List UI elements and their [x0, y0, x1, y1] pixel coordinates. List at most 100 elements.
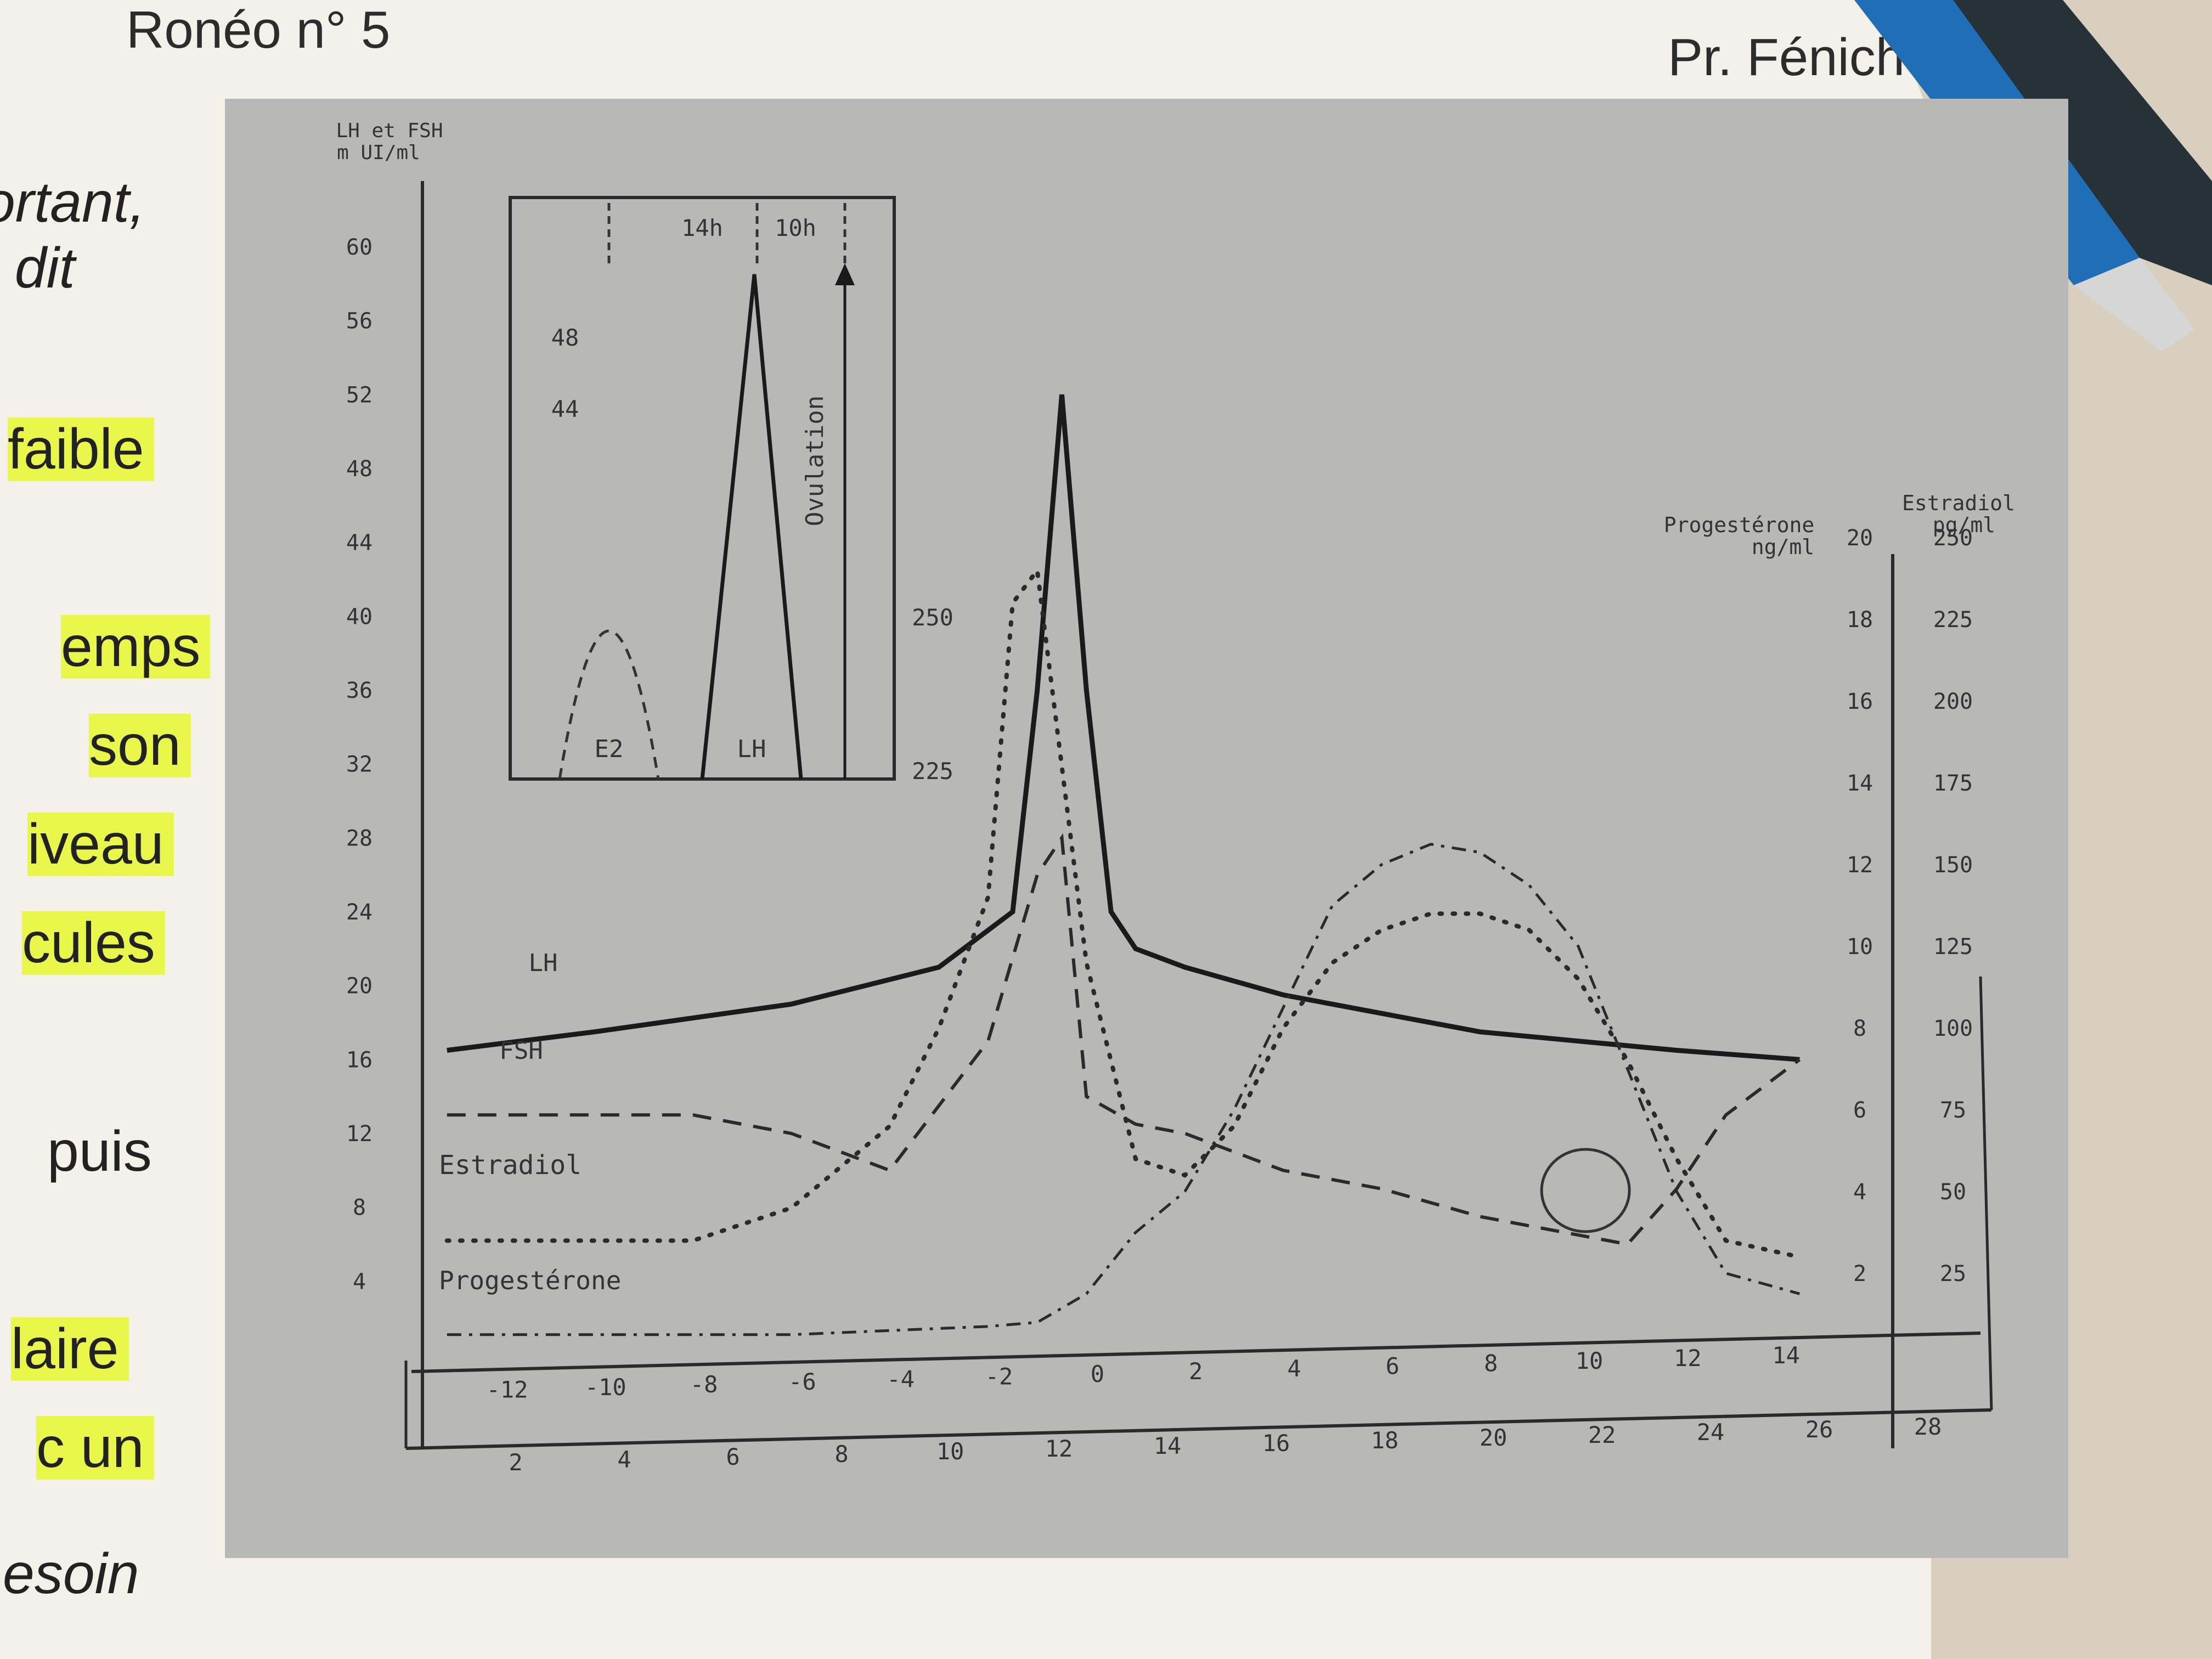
- x-axis-cycle-day-tick: 10: [936, 1438, 964, 1465]
- left-axis-tick: 28: [346, 826, 373, 851]
- x-axis-cycle-day-tick: 14: [1154, 1432, 1182, 1459]
- side-text-fragment: faible: [8, 417, 154, 481]
- side-text-fragment: iveau: [27, 812, 174, 876]
- inset-e2-label: E2: [595, 735, 624, 763]
- inset-right-tick: 225: [912, 758, 953, 785]
- x-axis-relative-tick: 12: [1674, 1345, 1702, 1372]
- left-axis-tick: 52: [346, 382, 373, 408]
- estradiol-axis-tick: 125: [1933, 934, 1973, 960]
- x-axis-cycle-day-tick: 4: [617, 1446, 631, 1473]
- estradiol-axis-tick: 100: [1933, 1016, 1973, 1041]
- inset-time-label: 10h: [775, 215, 816, 241]
- side-text-line: son: [89, 713, 191, 778]
- x-axis-cycle-day-tick: 18: [1371, 1427, 1399, 1454]
- side-text-fragment: n dit: [0, 236, 75, 300]
- side-text-fragment: esoin: [3, 1542, 139, 1606]
- side-text-fragment: cules: [22, 911, 165, 975]
- x-axis-relative-tick: -10: [585, 1374, 627, 1401]
- left-axis-tick: 36: [346, 678, 373, 703]
- x-axis-cycle-day-tick: 2: [509, 1449, 522, 1476]
- series-progestrone-line: [447, 843, 1800, 1336]
- x-axis-cycle-day-tick: 12: [1045, 1435, 1073, 1462]
- x-axis-cycle-day-tick: 24: [1697, 1419, 1725, 1446]
- estradiol-axis-tick: 225: [1933, 607, 1973, 633]
- progesterone-axis-tick: 8: [1853, 1016, 1866, 1041]
- x-axis-cycle-day-tick: 6: [726, 1443, 740, 1470]
- left-axis-tick: 8: [353, 1195, 366, 1221]
- estradiol-axis-tick: 25: [1940, 1261, 1966, 1286]
- side-text-line: esoin: [3, 1542, 139, 1607]
- side-text-line: laire: [11, 1317, 129, 1382]
- inset-left-tick: 44: [551, 396, 579, 422]
- side-text-line: emps: [61, 614, 211, 680]
- estradiol-axis-tick: 75: [1940, 1098, 1966, 1123]
- side-text-line: faible: [8, 417, 154, 482]
- x-axis-lower-line: [405, 1408, 1992, 1450]
- x-axis-relative-tick: -2: [985, 1363, 1013, 1390]
- progesterone-axis-tick: 10: [1847, 934, 1873, 960]
- x-axis-relative-tick: 2: [1189, 1358, 1203, 1385]
- series-label-fsh: FSH: [499, 1037, 543, 1065]
- progesterone-axis-tick: 6: [1853, 1098, 1866, 1123]
- left-axis-tick: 24: [346, 900, 373, 925]
- left-axis-tick: 16: [346, 1047, 373, 1073]
- x-axis-relative-tick: -8: [690, 1371, 718, 1398]
- x-axis-relative-tick: -12: [487, 1376, 528, 1403]
- estradiol-axis-tick: 50: [1940, 1180, 1966, 1205]
- side-text-line: iveau: [27, 812, 174, 877]
- inset-time-label: 14h: [681, 215, 723, 241]
- x-axis-relative-tick: 10: [1576, 1347, 1604, 1374]
- side-text-fragment: emps: [61, 615, 211, 679]
- progesterone-axis-tick: 4: [1853, 1180, 1866, 1205]
- x-axis-cycle-day-tick: 26: [1805, 1416, 1833, 1443]
- progesterone-axis-tick: 20: [1847, 526, 1873, 551]
- x-axis-cycle-day-tick: 8: [834, 1441, 848, 1468]
- x-axis-upper-line: [411, 1331, 1981, 1373]
- bottom-box-right: [1979, 976, 1993, 1410]
- left-axis-tick: 32: [346, 752, 373, 777]
- x-axis-relative-tick: 0: [1091, 1361, 1104, 1387]
- estradiol-axis-tick: 175: [1933, 771, 1973, 796]
- x-axis-cycle-day-tick: 22: [1588, 1421, 1616, 1448]
- x-axis-relative-tick: 6: [1386, 1352, 1400, 1379]
- x-axis-relative-tick: 8: [1484, 1350, 1498, 1377]
- inset-left-tick: 48: [551, 324, 579, 351]
- left-axis-tick: 4: [353, 1269, 366, 1294]
- series-estradiol-line: [444, 565, 1802, 1260]
- progesterone-axis-tick: 12: [1847, 853, 1873, 878]
- progesterone-axis-tick: 16: [1847, 689, 1873, 714]
- estradiol-axis-tick: 150: [1933, 853, 1973, 878]
- series-lh-line: [447, 394, 1800, 1062]
- side-text-line: c un: [36, 1415, 154, 1481]
- side-text-line: puis: [47, 1119, 152, 1184]
- progesterone-axis-unit: ng/ml: [1752, 535, 1814, 559]
- left-axis-tick: 60: [346, 235, 373, 260]
- progesterone-axis-label: Progestérone: [1664, 513, 1815, 537]
- inset-ovulation-label: Ovulation: [801, 396, 829, 526]
- series-label-estradiol: Estradiol: [439, 1150, 582, 1181]
- left-axis-tick: 40: [346, 604, 373, 629]
- header-right-author: Pr. Fénich: [1668, 28, 1905, 87]
- side-text-fragment: laire: [11, 1317, 129, 1381]
- side-text-fragment: puis: [47, 1120, 152, 1183]
- estradiol-axis-tick: 250: [1933, 526, 1973, 551]
- series-label-lh: LH: [529, 949, 558, 977]
- side-text-line: cules: [22, 911, 165, 976]
- inset-lh-label: LH: [737, 735, 766, 763]
- x-axis-cycle-day-tick: 20: [1480, 1424, 1508, 1451]
- left-axis-tick: 20: [346, 974, 373, 999]
- side-text-line: n dit: [0, 236, 75, 301]
- estradiol-axis-unit: pg/ml: [1933, 513, 1995, 537]
- series-fsh-line: [447, 833, 1801, 1246]
- left-axis-tick: 56: [346, 309, 373, 334]
- progesterone-axis-tick: 2: [1853, 1261, 1866, 1286]
- left-axis-tick: 48: [346, 456, 373, 482]
- left-axis-tick: 44: [346, 531, 373, 556]
- estradiol-axis-label: Estradiol: [1902, 491, 2015, 515]
- side-text-fragment: son: [89, 714, 191, 777]
- header-left-title: Ronéo n° 5: [126, 1, 391, 59]
- side-text-fragment: c un: [36, 1416, 154, 1480]
- series-label-progesterone: Progestérone: [439, 1266, 621, 1295]
- x-axis-relative-tick: -6: [788, 1368, 816, 1395]
